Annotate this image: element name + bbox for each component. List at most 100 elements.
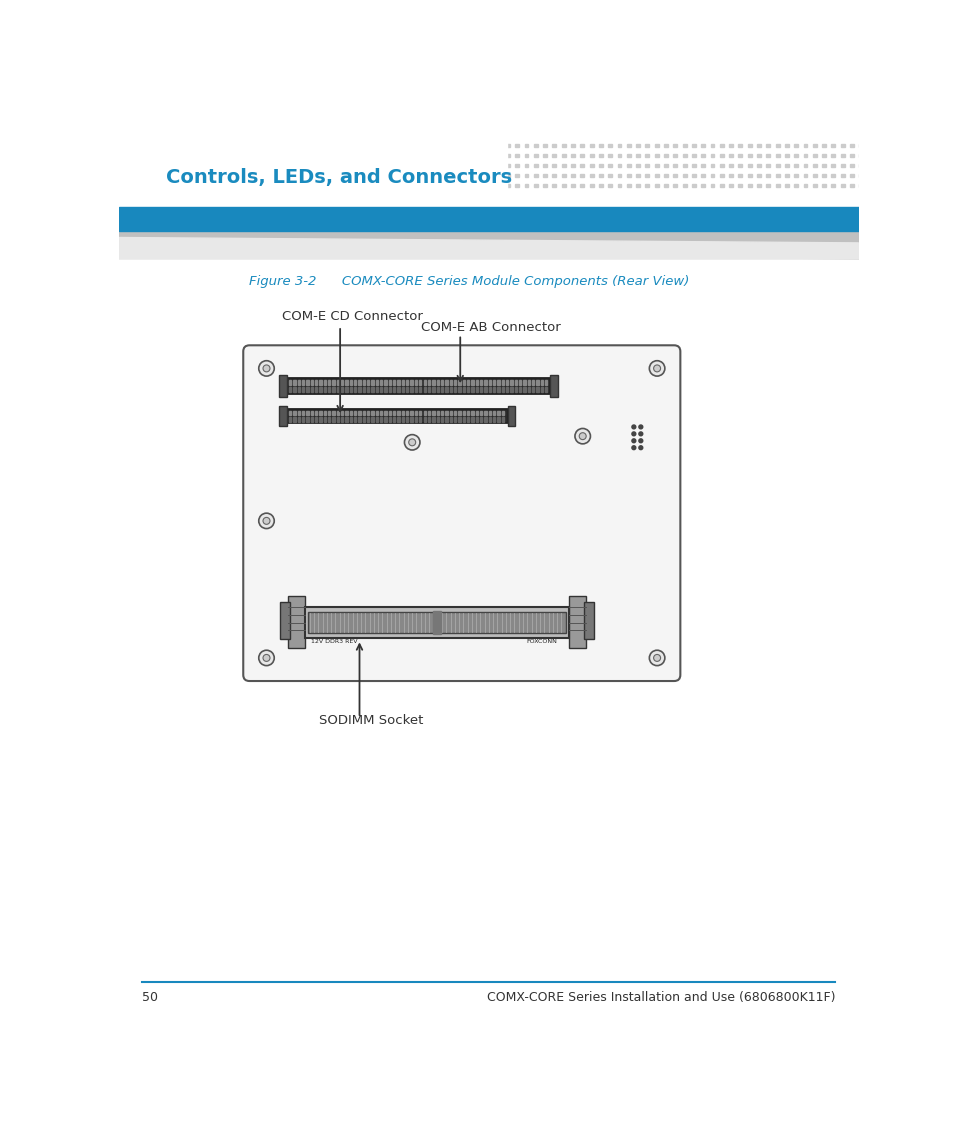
Bar	[821, 164, 825, 167]
Bar	[394, 143, 397, 148]
Bar	[245, 183, 249, 188]
Bar	[608, 164, 612, 167]
Bar	[886, 183, 890, 188]
Bar	[393, 380, 395, 386]
Bar	[440, 183, 444, 188]
Bar	[311, 417, 313, 421]
Bar	[515, 143, 518, 148]
Bar	[462, 380, 464, 386]
Bar	[534, 174, 537, 177]
Bar	[190, 153, 193, 157]
Bar	[831, 183, 835, 188]
Bar	[410, 380, 413, 386]
Bar	[389, 417, 391, 421]
Bar	[180, 174, 184, 177]
Bar	[501, 387, 503, 393]
Bar	[297, 411, 299, 416]
Bar	[406, 417, 408, 421]
Bar	[505, 164, 509, 167]
Bar	[794, 153, 798, 157]
Bar	[375, 164, 379, 167]
Bar	[542, 153, 546, 157]
Bar	[371, 417, 374, 421]
Bar	[415, 387, 416, 393]
Bar	[552, 183, 556, 188]
Bar	[598, 153, 602, 157]
Bar	[415, 417, 416, 421]
Bar	[354, 417, 356, 421]
Bar	[362, 411, 365, 416]
Bar	[389, 380, 391, 386]
Bar	[418, 380, 421, 386]
Bar	[336, 380, 338, 386]
Bar	[389, 411, 391, 416]
Bar	[236, 164, 240, 167]
Circle shape	[649, 650, 664, 665]
Bar	[180, 183, 184, 188]
Bar	[476, 411, 477, 416]
Bar	[868, 164, 872, 167]
Bar	[431, 174, 435, 177]
Bar	[765, 183, 769, 188]
Bar	[802, 143, 806, 148]
Bar	[171, 183, 174, 188]
Bar	[119, 137, 506, 200]
Bar	[682, 174, 686, 177]
Bar	[654, 174, 658, 177]
Bar	[329, 164, 333, 167]
Bar	[338, 174, 342, 177]
Bar	[454, 380, 456, 386]
Bar	[540, 380, 542, 386]
Bar	[445, 417, 447, 421]
Bar	[236, 153, 240, 157]
Bar	[384, 417, 386, 421]
Bar	[757, 174, 760, 177]
Bar	[738, 153, 741, 157]
Bar	[552, 164, 556, 167]
Bar	[301, 143, 305, 148]
Bar	[540, 387, 542, 393]
Bar	[849, 153, 853, 157]
Bar	[274, 153, 277, 157]
Bar	[319, 164, 323, 167]
Bar	[354, 411, 356, 416]
Bar	[217, 143, 221, 148]
Bar	[466, 380, 469, 386]
Bar	[445, 387, 447, 393]
Bar	[877, 153, 881, 157]
Bar	[302, 417, 304, 421]
Bar	[700, 143, 704, 148]
Bar	[682, 183, 686, 188]
Bar	[479, 380, 482, 386]
Bar	[440, 417, 443, 421]
Bar	[171, 174, 174, 177]
Bar	[636, 183, 639, 188]
Bar	[190, 183, 193, 188]
Bar	[579, 153, 583, 157]
Bar	[488, 411, 491, 416]
Bar	[119, 252, 858, 1019]
Bar	[552, 143, 556, 148]
Bar	[397, 417, 399, 421]
Bar	[384, 380, 386, 386]
Bar	[802, 174, 806, 177]
Bar	[338, 164, 342, 167]
Bar	[617, 183, 620, 188]
Bar	[515, 164, 518, 167]
Bar	[501, 411, 503, 416]
Bar	[413, 153, 416, 157]
Bar	[254, 153, 258, 157]
Bar	[459, 183, 463, 188]
Bar	[302, 380, 304, 386]
Bar	[217, 153, 221, 157]
Bar	[336, 387, 338, 393]
Bar	[747, 153, 751, 157]
Polygon shape	[119, 231, 858, 259]
Bar	[589, 143, 593, 148]
Bar	[534, 164, 537, 167]
Bar	[384, 411, 386, 416]
Bar	[356, 164, 360, 167]
Bar	[311, 153, 314, 157]
Bar	[757, 143, 760, 148]
Bar	[345, 411, 347, 416]
